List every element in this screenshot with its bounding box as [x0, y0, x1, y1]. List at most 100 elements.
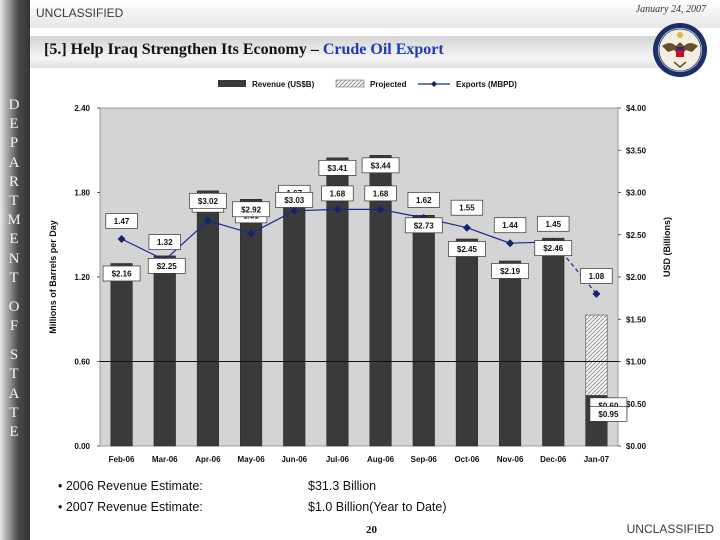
- revenue-bar: [499, 260, 522, 447]
- exports-line-segment: [294, 208, 338, 212]
- exports-data-label-box: [450, 199, 484, 216]
- y2-tick-label: $1.00: [626, 358, 647, 367]
- exports-line-segment: [121, 238, 166, 261]
- revenue-estimates: • 2006 Revenue Estimate: $31.3 Billion • 2…: [58, 476, 447, 518]
- side-letter: T: [9, 269, 19, 286]
- side-letter: N: [8, 250, 20, 267]
- exports-data-label-box: [407, 191, 440, 208]
- y2-tick-label: $1.50: [626, 315, 647, 324]
- bullet-value: $31.3 Billion: [308, 479, 377, 493]
- revenue-bar: [455, 238, 478, 447]
- revenue-bar: [283, 189, 306, 447]
- revenue-bar: [196, 190, 219, 447]
- revenue-data-label-box: [361, 157, 400, 174]
- exports-data-label-box: [580, 268, 613, 284]
- exports-data-label: 1.44: [502, 221, 518, 230]
- x-tick-label: Oct-06: [454, 455, 479, 464]
- revenue-data-label: $3.03: [284, 196, 305, 205]
- exports-marker: [117, 234, 126, 243]
- x-tick-label: Nov-06: [497, 455, 524, 464]
- side-letter: P: [9, 135, 19, 152]
- exports-marker: [247, 229, 256, 238]
- side-letter: A: [8, 385, 20, 402]
- legend-revenue-swatch: [218, 80, 246, 87]
- title-bar: [30, 36, 660, 68]
- bullet-label: • 2006 Revenue Estimate:: [58, 479, 203, 493]
- left-side-band: [0, 0, 30, 540]
- y2-tick-label: $0.00: [626, 442, 647, 451]
- exports-data-label: 1.47: [114, 217, 130, 226]
- revenue-data-label-box: [147, 258, 186, 274]
- revenue-data-label-box: [448, 241, 486, 257]
- exports-data-label: 1.68: [373, 189, 389, 198]
- exports-marker: [290, 206, 299, 215]
- title-highlight: Crude Oil Export: [322, 41, 444, 58]
- exports-marker: [592, 289, 601, 298]
- bullet-label: • 2007 Revenue Estimate:: [58, 500, 203, 514]
- exports-data-label: 1.32: [157, 238, 173, 247]
- y2-tick-label: $3.50: [626, 146, 647, 155]
- side-letter: D: [8, 97, 20, 113]
- classification-bottom: UNCLASSIFIED: [626, 522, 714, 536]
- exports-data-label-box: [105, 213, 138, 229]
- exports-data-label-box: [148, 234, 181, 250]
- x-tick-label: May-06: [238, 455, 266, 464]
- exports-data-label-box: [537, 215, 570, 232]
- revenue-bar: [240, 199, 263, 447]
- projected-data-label: $0.95: [598, 410, 619, 419]
- exports-line-segment: [250, 210, 295, 234]
- revenue-data-label: $3.02: [198, 197, 219, 206]
- x-tick-label: Apr-06: [195, 455, 221, 464]
- side-letter: E: [9, 231, 19, 248]
- x-tick-label: Jun-06: [281, 455, 307, 464]
- exports-data-label-box: [321, 185, 354, 202]
- legend-revenue-label: Revenue (US$B): [252, 80, 315, 89]
- side-letter: E: [9, 424, 19, 440]
- side-letter: F: [9, 318, 19, 335]
- revenue-data-label: $2.25: [157, 262, 178, 271]
- exports-data-label: 1.08: [589, 272, 605, 281]
- revenue-bar: [369, 155, 392, 447]
- legend-projected-label: Projected: [370, 80, 407, 89]
- revenue-data-label-box: [189, 192, 227, 209]
- revenue-bar: [326, 157, 349, 447]
- bullet-label-text: 2006 Revenue Estimate:: [65, 479, 203, 493]
- plot-area: [99, 107, 619, 447]
- y-tick-label: 1.20: [74, 273, 90, 282]
- exports-data-label-box: [493, 217, 527, 234]
- slide-title: [5.] Help Iraq Strengthen Its Economy – …: [44, 41, 444, 59]
- exports-line-segment: [552, 241, 597, 295]
- exports-line-segment: [164, 220, 209, 261]
- revenue-data-label-box: [404, 217, 443, 234]
- exports-marker: [506, 239, 515, 248]
- legend-projected-swatch: [335, 79, 365, 88]
- revenue-data-label: $3.41: [327, 164, 348, 173]
- side-letter: E: [9, 116, 19, 133]
- page-number: 20: [366, 524, 377, 536]
- revenue-data-label-box: [232, 201, 270, 218]
- revenue-data-label: $2.92: [241, 205, 262, 214]
- exports-data-label: 1.45: [545, 220, 561, 229]
- exports-line-segment: [466, 227, 511, 244]
- revenue-data-label: $3.44: [371, 161, 392, 170]
- side-letter: O: [8, 298, 20, 315]
- exports-marker: [333, 205, 342, 214]
- revenue-data-label: $2.19: [500, 267, 521, 276]
- exports-marker: [462, 223, 471, 232]
- y-tick-label: 0.00: [74, 442, 90, 451]
- exports-marker: [376, 205, 385, 214]
- revenue-data-label: $2.45: [457, 245, 478, 254]
- revenue-data-label-box: [491, 263, 529, 279]
- revenue-bar: [110, 263, 133, 447]
- bullet-row: • 2007 Revenue Estimate: $1.0 Billion(Yea…: [58, 497, 447, 518]
- exports-marker: [203, 216, 212, 225]
- side-letter: T: [9, 192, 19, 209]
- side-letter: T: [9, 366, 19, 383]
- x-tick-label: Feb-06: [109, 455, 135, 464]
- top-header-band: [30, 0, 720, 28]
- side-letter: A: [8, 154, 20, 171]
- exports-line-segment: [207, 220, 252, 234]
- revenue-data-label: $2.46: [543, 244, 564, 253]
- revenue-data-label-box: [102, 265, 141, 282]
